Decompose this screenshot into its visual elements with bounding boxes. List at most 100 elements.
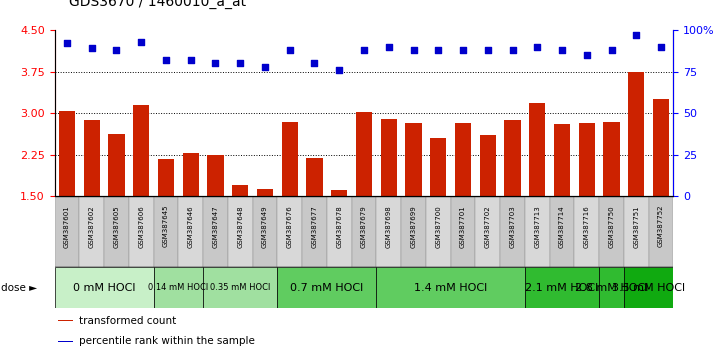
Bar	[58, 320, 73, 321]
Bar	[624, 267, 673, 308]
Bar	[579, 123, 595, 280]
Text: GSM387677: GSM387677	[312, 205, 317, 248]
Point	[581, 52, 593, 58]
Bar	[653, 99, 669, 280]
Point	[655, 44, 667, 50]
Point	[259, 64, 271, 69]
Text: GSM387647: GSM387647	[213, 205, 218, 247]
Point	[135, 39, 147, 45]
Point	[432, 47, 444, 53]
Text: GSM387606: GSM387606	[138, 205, 144, 248]
Bar	[331, 190, 347, 280]
Bar	[574, 196, 599, 267]
Text: GSM387676: GSM387676	[287, 205, 293, 248]
Bar	[232, 185, 248, 280]
Text: 1.4 mM HOCl: 1.4 mM HOCl	[414, 282, 487, 293]
Text: percentile rank within the sample: percentile rank within the sample	[79, 336, 256, 346]
Text: GSM387649: GSM387649	[262, 205, 268, 247]
Bar	[624, 196, 649, 267]
Bar	[178, 196, 203, 267]
Point	[556, 47, 568, 53]
Bar	[154, 196, 178, 267]
Point	[358, 47, 370, 53]
Text: GSM387699: GSM387699	[411, 205, 416, 248]
Bar	[55, 267, 154, 308]
Bar	[207, 155, 223, 280]
Bar	[79, 196, 104, 267]
Text: GSM387700: GSM387700	[435, 205, 441, 248]
Text: 0 mM HOCl: 0 mM HOCl	[73, 282, 135, 293]
Bar	[154, 267, 203, 308]
Bar	[306, 158, 323, 280]
Point	[111, 47, 122, 53]
Point	[234, 61, 246, 66]
Text: GSM387752: GSM387752	[658, 205, 664, 247]
Text: GSM387605: GSM387605	[114, 205, 119, 247]
Text: GSM387701: GSM387701	[460, 205, 466, 248]
Point	[185, 57, 197, 63]
Bar	[455, 123, 471, 280]
Point	[630, 32, 642, 38]
Bar	[430, 138, 446, 280]
Point	[210, 61, 221, 66]
Text: GSM387645: GSM387645	[163, 205, 169, 247]
Bar	[55, 196, 79, 267]
Bar	[203, 196, 228, 267]
Text: 0.35 mM HOCl: 0.35 mM HOCl	[210, 283, 270, 292]
Text: GSM387751: GSM387751	[633, 205, 639, 247]
Bar	[628, 72, 644, 280]
Text: GSM387602: GSM387602	[89, 205, 95, 247]
Bar	[475, 196, 500, 267]
Text: 0.14 mM HOCl: 0.14 mM HOCl	[149, 283, 208, 292]
Bar	[356, 112, 372, 280]
Point	[284, 47, 296, 53]
Point	[383, 44, 395, 50]
Text: GSM387713: GSM387713	[534, 205, 540, 248]
Bar	[550, 196, 574, 267]
Bar	[277, 267, 376, 308]
Bar	[381, 119, 397, 280]
Text: GSM387716: GSM387716	[584, 205, 590, 248]
Point	[61, 41, 73, 46]
Text: 3.5 mM HOCl: 3.5 mM HOCl	[612, 282, 685, 293]
Text: GSM387601: GSM387601	[64, 205, 70, 248]
Bar	[649, 196, 673, 267]
Point	[606, 47, 617, 53]
Text: GSM387714: GSM387714	[559, 205, 565, 247]
Bar	[525, 267, 599, 308]
Bar	[525, 196, 550, 267]
Text: GSM387703: GSM387703	[510, 205, 515, 248]
Text: 2.8 mM HOCl: 2.8 mM HOCl	[575, 282, 648, 293]
Point	[408, 47, 419, 53]
Bar	[183, 153, 199, 280]
Bar	[376, 267, 525, 308]
Point	[457, 47, 469, 53]
Bar	[599, 196, 624, 267]
Point	[160, 57, 172, 63]
Point	[333, 67, 345, 73]
Bar	[426, 196, 451, 267]
Text: GSM387679: GSM387679	[361, 205, 367, 248]
Text: GSM387646: GSM387646	[188, 205, 194, 247]
Text: dose ►: dose ►	[1, 282, 38, 293]
Bar	[59, 110, 75, 280]
Bar	[228, 196, 253, 267]
Bar	[158, 159, 174, 280]
Text: GDS3670 / 1460010_a_at: GDS3670 / 1460010_a_at	[69, 0, 246, 9]
Bar	[604, 122, 620, 280]
Bar	[451, 196, 475, 267]
Text: 0.7 mM HOCl: 0.7 mM HOCl	[290, 282, 363, 293]
Text: GSM387648: GSM387648	[237, 205, 243, 247]
Bar	[401, 196, 426, 267]
Bar	[554, 124, 570, 280]
Text: 2.1 mM HOCl: 2.1 mM HOCl	[526, 282, 598, 293]
Bar	[84, 120, 100, 280]
Point	[309, 61, 320, 66]
Point	[507, 47, 518, 53]
Bar	[277, 196, 302, 267]
Bar	[302, 196, 327, 267]
Bar	[108, 134, 124, 280]
Bar	[599, 267, 624, 308]
Bar	[327, 196, 352, 267]
Point	[86, 46, 98, 51]
